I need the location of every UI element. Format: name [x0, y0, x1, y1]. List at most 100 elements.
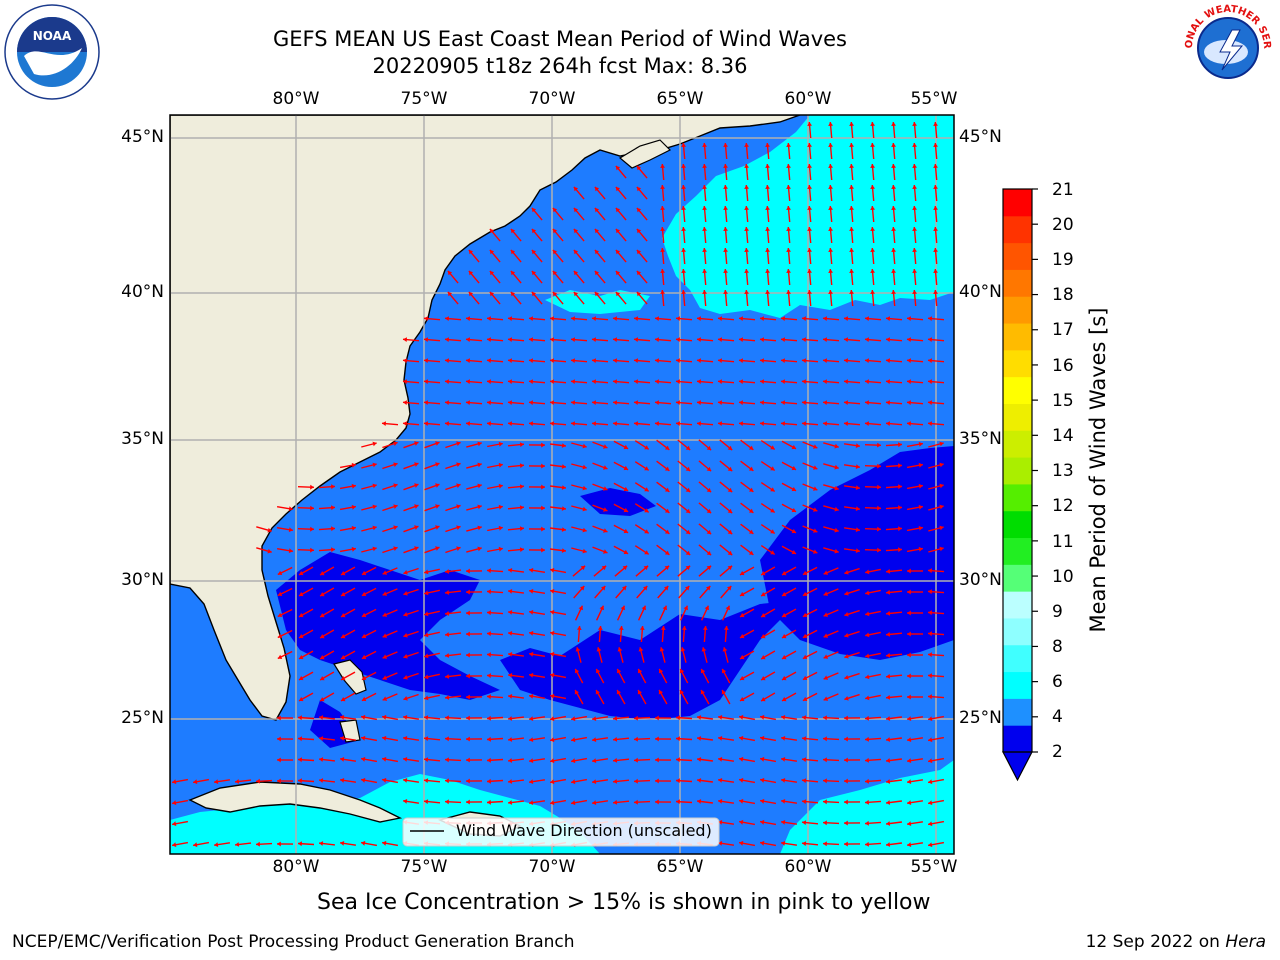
wind-wave-arrow-head [341, 697, 346, 702]
wind-wave-arrow-head [403, 736, 408, 741]
wind-wave-arrow-head [613, 421, 617, 426]
wind-wave-arrow-head [508, 716, 513, 721]
wind-wave-arrow-head [770, 508, 775, 513]
wind-wave-arrow-head [487, 715, 491, 721]
wind-wave-arrow-head [744, 185, 749, 189]
wind-wave-arrow-head [550, 379, 554, 384]
wind-wave-arrow-head [849, 248, 854, 252]
wind-wave-arrow-head [298, 715, 302, 721]
wind-wave-arrow-head [786, 143, 791, 147]
wind-wave-arrow-head [660, 269, 665, 273]
ocean-period-4-6-patch [545, 290, 650, 314]
wind-wave-arrow-head [781, 820, 786, 825]
wind-wave-arrow-head [414, 462, 419, 467]
wind-wave-arrow-head [340, 757, 345, 762]
wind-wave-arrow-head [299, 654, 304, 660]
wind-wave-arrow-head [172, 779, 177, 785]
wind-wave-arrow-head [912, 143, 917, 147]
colorbar-tick-4: 4 [1052, 707, 1063, 727]
wind-wave-arrow-head [256, 778, 260, 784]
wind-wave-arrow-head [519, 463, 524, 468]
wind-wave-arrow-head [489, 291, 495, 297]
wind-wave-arrow-head [813, 486, 818, 491]
wind-wave-arrow-head [891, 206, 896, 210]
wind-wave-arrow-head [828, 248, 833, 252]
wind-wave-arrow-head [928, 379, 932, 384]
wind-wave-arrow-head [748, 466, 754, 471]
wind-wave-arrow-head [685, 565, 691, 571]
wind-wave-arrow-head [424, 590, 429, 596]
wind-wave-arrow-head [739, 400, 743, 405]
wind-wave-arrow-head [487, 631, 491, 637]
wind-wave-arrow-head [760, 840, 765, 846]
lon-tick-bottom-75: 75°W [400, 857, 448, 877]
wind-wave-arrow-head [706, 565, 712, 571]
wind-wave-arrow-head [744, 269, 749, 273]
wind-wave-arrow-head [844, 316, 848, 321]
wind-wave-arrow-head [382, 714, 387, 720]
wind-wave-arrow-head [907, 842, 912, 847]
wind-wave-arrow-head [918, 525, 923, 531]
wind-wave-arrow-head [636, 291, 642, 297]
wind-wave-arrow-head [267, 548, 272, 554]
wind-wave-arrow-head [435, 546, 440, 551]
wind-wave-arrow-head [664, 508, 670, 513]
footer-host: Hera [1225, 932, 1266, 952]
wind-wave-arrow-head [697, 421, 701, 426]
colorbar-tick-13: 13 [1052, 461, 1074, 481]
wind-wave-arrow-head [898, 505, 902, 511]
wind-wave-arrow-head [561, 548, 566, 553]
wind-wave-arrow-head [660, 626, 666, 630]
wind-wave-arrow-head [912, 227, 917, 231]
wind-wave-arrow-head [541, 484, 545, 490]
wind-wave-arrow-head [807, 164, 812, 168]
wind-wave-arrow-head [172, 842, 177, 848]
wind-wave-arrow-head [760, 714, 765, 720]
wind-wave-arrow-head [382, 633, 388, 638]
wind-wave-arrow-head [393, 525, 398, 530]
wind-wave-arrow-head [886, 316, 890, 321]
colorbar-tick-11: 11 [1052, 532, 1074, 552]
colorbar-band [1003, 376, 1032, 404]
lon-tick-top-70: 70°W [528, 89, 576, 109]
wind-wave-arrow-head [487, 358, 491, 363]
wind-wave-arrow-head [487, 400, 491, 405]
wind-wave-arrow-head [660, 227, 665, 231]
wind-wave-arrow-head [886, 800, 891, 805]
wind-wave-arrow-head [487, 316, 491, 321]
wind-wave-arrow-head [618, 626, 624, 630]
wind-wave-arrow-head [508, 610, 513, 615]
wind-wave-arrow-head [918, 504, 923, 510]
wind-wave-arrow-head [571, 358, 575, 363]
wind-wave-arrow-head [702, 626, 708, 630]
wind-wave-arrow-head [718, 757, 723, 762]
wind-wave-arrow-head [718, 820, 723, 825]
wind-wave-arrow-head [718, 841, 723, 846]
wind-wave-arrow-head [655, 736, 659, 742]
wind-wave-arrow-head [341, 634, 346, 639]
wind-wave-arrow-head [573, 270, 579, 276]
wind-wave-arrow-head [791, 444, 796, 450]
wind-wave-arrow-head [414, 504, 419, 509]
wind-wave-arrow-head [886, 695, 891, 700]
wind-wave-arrow-head [791, 486, 796, 492]
wind-wave-arrow-head [928, 652, 932, 658]
wind-wave-arrow-head [907, 358, 911, 363]
wind-wave-arrow-head [424, 778, 429, 783]
wind-wave-arrow-head [331, 505, 335, 511]
wind-wave-arrow-head [615, 165, 621, 171]
wind-wave-arrow-head [319, 757, 324, 762]
lon-tick-bottom-55: 55°W [910, 857, 958, 877]
wind-wave-arrow-head [550, 779, 555, 785]
wind-wave-arrow-head [813, 549, 818, 554]
wind-wave-arrow-head [823, 736, 827, 742]
lat-tick-left-40: 40°N [121, 282, 164, 302]
wind-wave-arrow-head [445, 358, 449, 363]
wind-wave-arrow-head [382, 840, 387, 846]
wind-wave-arrow-head [361, 570, 367, 576]
wind-wave-arrow-head [912, 206, 917, 210]
wind-wave-arrow-head [891, 248, 896, 252]
wind-wave-arrow-head [727, 466, 733, 472]
wind-wave-arrow-head [807, 248, 812, 252]
lat-tick-right-25: 25°N [959, 708, 1002, 728]
